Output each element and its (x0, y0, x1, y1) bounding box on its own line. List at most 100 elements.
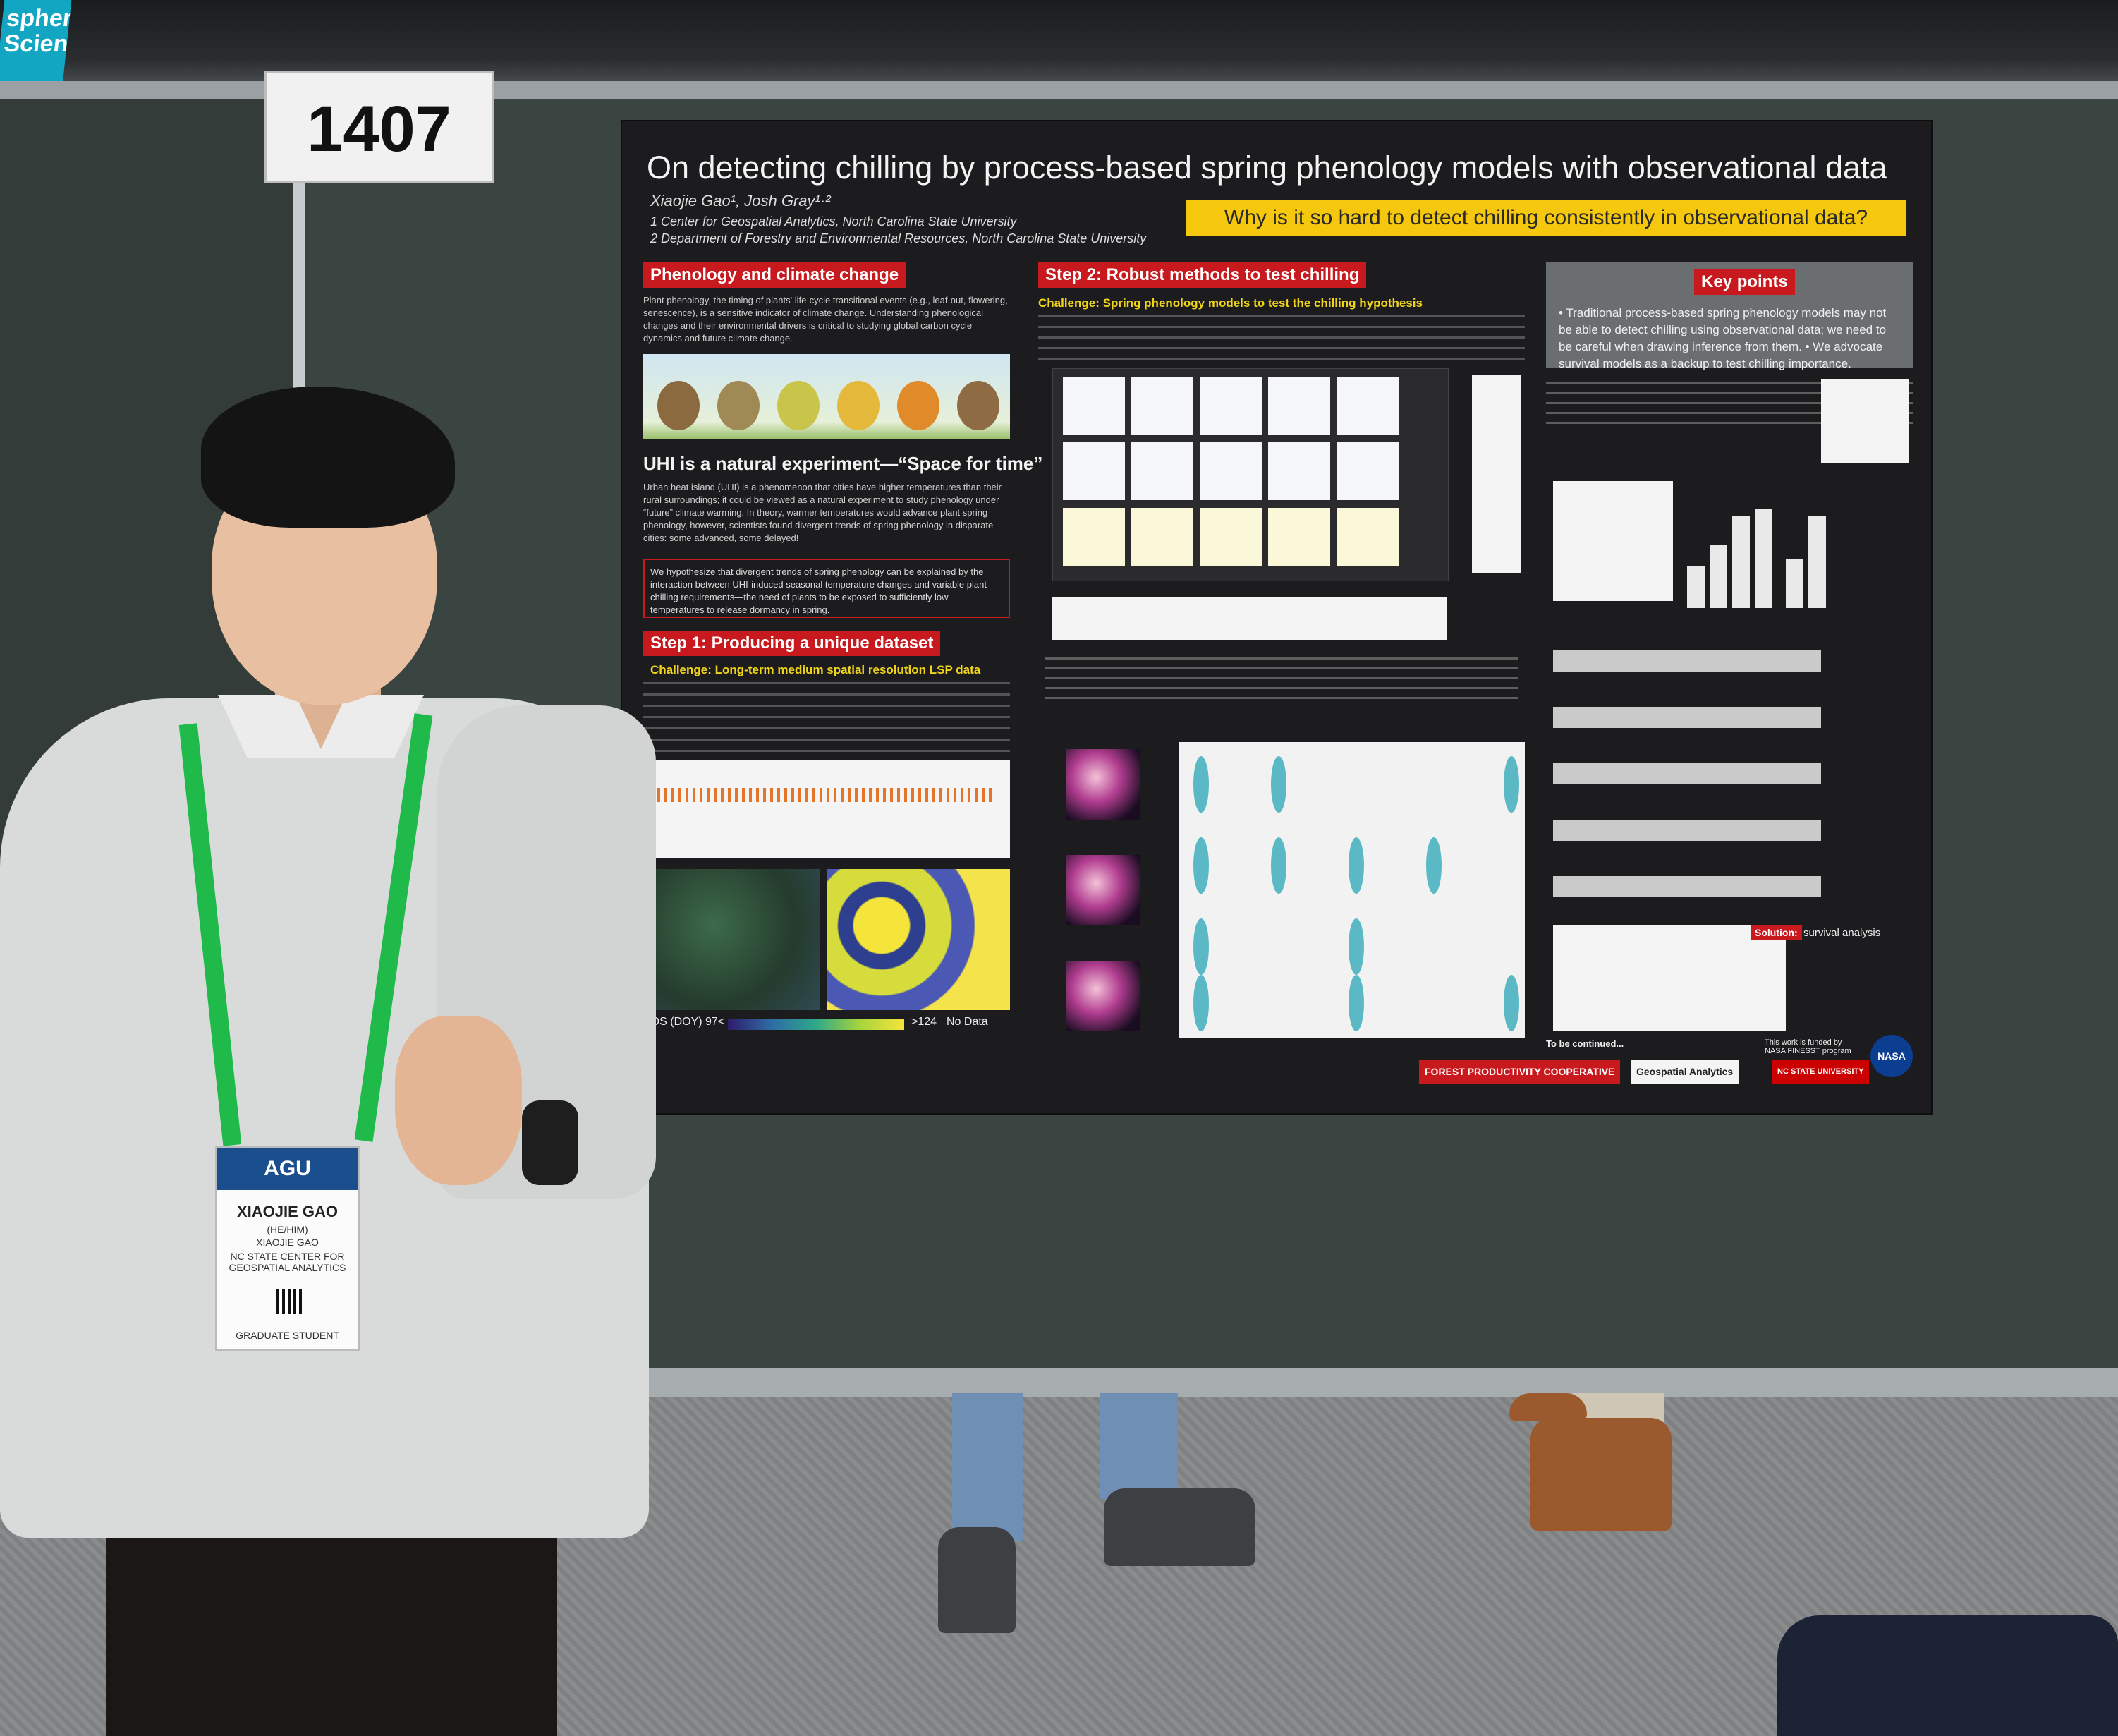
violin-mark (1193, 918, 1209, 975)
logo-forest-productivity: FOREST PRODUCTIVITY COOPERATIVE (1419, 1060, 1621, 1084)
key-points-box: • Traditional process-based spring pheno… (1546, 262, 1913, 370)
violin-mark (1349, 837, 1364, 894)
violin-mark (1271, 756, 1286, 813)
bar-chart (1687, 488, 1828, 608)
violin-mark (1426, 837, 1442, 894)
poster-title: On detecting chilling by process-based s… (647, 150, 1887, 186)
affiliation-1: 1 Center for Geospatial Analytics, North… (650, 214, 1017, 229)
map-color-legend (728, 1019, 904, 1030)
scatter-panel (1063, 377, 1125, 435)
booth-number-sign: 1407 (264, 71, 494, 183)
hypothesis-box: We hypothesize that divergent trends of … (643, 559, 1010, 618)
boot (1509, 1393, 1587, 1421)
badge-role: GRADUATE STUDENT (236, 1330, 339, 1341)
section-header-step2: Step 2: Robust methods to test chilling (1038, 262, 1367, 288)
violin-mark (1349, 918, 1364, 975)
person-hair (201, 387, 455, 528)
correlation-heatmap (1066, 749, 1140, 820)
footer-logos: FOREST PRODUCTIVITY COOPERATIVE Geospati… (1419, 1060, 1913, 1088)
poster: On detecting chilling by process-based s… (621, 120, 1933, 1115)
shoe (938, 1527, 1016, 1633)
scatter-panel (1268, 442, 1330, 500)
violin-mark (1349, 975, 1364, 1031)
phenology-illustration (643, 354, 1010, 439)
map-legend-nodata: No Data (947, 1016, 988, 1028)
key-points-header: Key points (1694, 269, 1795, 295)
violin-plot-grid (1179, 742, 1525, 1038)
scatter-panel (1131, 508, 1193, 566)
uhi-body: Urban heat island (UHI) is a phenomenon … (643, 482, 1002, 543)
sos-map (827, 869, 1010, 1010)
bar-mark (1755, 509, 1772, 608)
conference-badge: AGU XIAOJIE GAO (HE/HIM) XIAOJIE GAO NC … (215, 1146, 360, 1351)
solution-label: Solution: (1751, 925, 1802, 940)
correlation-heatmap (1066, 961, 1140, 1031)
bar-mark (1808, 516, 1826, 608)
scatter-panel (1200, 377, 1262, 435)
bar-mark (1732, 516, 1750, 608)
research-question: Why is it so hard to detect chilling con… (1186, 200, 1906, 236)
scatter-panel (1200, 442, 1262, 500)
scatter-panel (1131, 442, 1193, 500)
section-body-phenology: Plant phenology, the timing of plants' l… (643, 295, 1008, 344)
uhi-title: UHI is a natural experiment—“Space for t… (643, 453, 1043, 474)
backpack (1777, 1615, 2118, 1736)
time-series-line (657, 788, 996, 802)
hall-banner: spheric Sciences (0, 0, 72, 85)
scatter-panel (1268, 508, 1330, 566)
smartwatch (522, 1100, 578, 1185)
badge-qr-code (276, 1289, 302, 1314)
logo-geospatial-analytics: Geospatial Analytics (1631, 1060, 1739, 1084)
solution-text: survival analysis (1803, 927, 1881, 939)
step2-notes-text (1045, 657, 1518, 707)
shoe (1104, 1488, 1255, 1566)
bar-chart-grid (1553, 629, 1821, 911)
violin-mark (1193, 837, 1209, 894)
tree-illustration (957, 381, 999, 430)
step2-challenge: Challenge: Spring phenology models to te… (1038, 296, 1423, 310)
step1-challenge: Challenge: Long-term medium spatial reso… (650, 663, 981, 676)
scatter-panel (1200, 508, 1262, 566)
funding-note: This work is funded by NASA FINESST prog… (1765, 1038, 1851, 1055)
time-series-plot (643, 760, 1010, 858)
poster-authors: Xiaojie Gao¹, Josh Gray¹·² (650, 192, 831, 210)
violin-mark (1504, 975, 1519, 1031)
scatter-panel (1063, 508, 1125, 566)
tree-illustration (657, 381, 700, 430)
tree-illustration (897, 381, 939, 430)
section-header-phenology: Phenology and climate change (643, 262, 906, 288)
badge-name-secondary: XIAOJIE GAO (256, 1237, 319, 1248)
step2-body-text (1038, 315, 1525, 361)
scatter-panel (1063, 442, 1125, 500)
scatter-panel (1337, 377, 1399, 435)
bar-mark (1687, 566, 1705, 608)
step1-body-text (643, 682, 1010, 753)
to-be-continued: To be continued... (1546, 1038, 1624, 1049)
badge-name: XIAOJIE GAO (236, 1203, 339, 1220)
tree-illustration (717, 381, 760, 430)
section-header-step1: Step 1: Producing a unique dataset (643, 631, 941, 656)
chilling-forcing-plot (1821, 379, 1909, 463)
violin-mark (1504, 756, 1519, 813)
nasa-logo: NASA (1870, 1035, 1913, 1077)
affiliation-2: 2 Department of Forestry and Environment… (650, 231, 1147, 245)
scatter-panel (1131, 377, 1193, 435)
species-heatmap (1553, 481, 1673, 601)
map-legend-label: SOS (DOY) 97< (643, 1016, 725, 1028)
rmse-boxplot-strip (1052, 597, 1447, 640)
badge-pronouns: (HE/HIM) (267, 1224, 308, 1235)
logo-nc-state: NC STATE UNIVERSITY (1772, 1060, 1870, 1084)
violin-mark (1271, 837, 1286, 894)
map-legend-max: >124 (911, 1016, 937, 1028)
thumbs-up-hand (395, 1016, 522, 1185)
scatter-panel (1337, 508, 1399, 566)
landsat-map (643, 869, 820, 1010)
boot (1530, 1418, 1672, 1531)
bar-mark (1786, 559, 1803, 608)
background-person-leg (1100, 1393, 1178, 1499)
tree-illustration (837, 381, 880, 430)
badge-organization: NC STATE CENTER FOR GEOSPATIAL ANALYTICS (229, 1251, 346, 1273)
bar-mark (1710, 545, 1727, 608)
tree-illustration (777, 381, 820, 430)
violin-mark (1193, 975, 1209, 1031)
